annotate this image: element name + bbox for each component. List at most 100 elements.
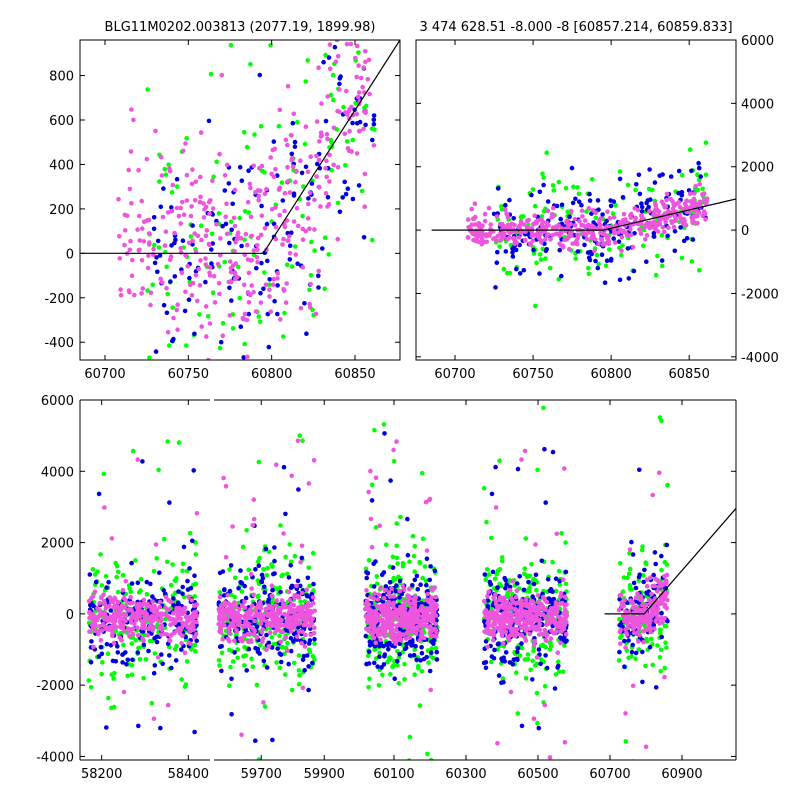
green-point (257, 319, 263, 325)
blue-point (257, 72, 263, 78)
green-point (310, 550, 316, 556)
pink-point (423, 499, 429, 505)
blue-point (180, 584, 185, 590)
blue-point (270, 587, 275, 593)
pink-point (619, 248, 624, 253)
pink-point (135, 632, 141, 638)
pink-point (390, 635, 395, 641)
green-point (297, 673, 302, 678)
blue-point (483, 639, 489, 644)
pink-point (388, 613, 393, 618)
pink-point (231, 215, 237, 221)
green-point (192, 594, 197, 599)
blue-point (316, 285, 321, 290)
green-point (627, 583, 633, 588)
green-point (428, 757, 434, 760)
pink-point (164, 613, 170, 618)
blue-point (246, 646, 252, 652)
top-left-points (80, 40, 400, 360)
green-point (229, 592, 234, 598)
blue-point (616, 239, 622, 244)
green-point (109, 705, 114, 711)
pink-point (531, 624, 537, 630)
pink-point (89, 622, 95, 627)
green-point (538, 257, 544, 262)
blue-point (209, 247, 214, 252)
pink-point (130, 631, 136, 637)
pink-point (347, 107, 352, 112)
green-point (179, 677, 184, 682)
pink-point (507, 603, 513, 609)
blue-point (155, 269, 160, 275)
pink-point (270, 282, 276, 288)
blue-point (287, 243, 293, 248)
blue-point (307, 638, 313, 643)
pink-point (523, 597, 529, 603)
blue-point (552, 686, 558, 691)
pink-point (258, 621, 264, 626)
green-point (114, 563, 120, 569)
pink-point (307, 305, 313, 310)
green-point (184, 136, 189, 141)
blue-point (659, 610, 664, 616)
blue-point (309, 181, 315, 186)
pink-point (611, 215, 617, 220)
pink-point (499, 631, 505, 637)
green-point (152, 651, 158, 656)
blue-point (404, 641, 409, 647)
green-point (323, 52, 328, 58)
green-point (99, 583, 105, 588)
green-point (374, 574, 380, 579)
pink-point (157, 599, 163, 605)
pink-point (219, 770, 224, 775)
pink-point (616, 230, 621, 235)
top-left-frame (79, 39, 401, 361)
pink-point (232, 609, 238, 615)
pink-point (124, 213, 130, 218)
blue-point (533, 572, 539, 578)
pink-point (178, 250, 184, 255)
pink-point (508, 595, 514, 601)
green-point (429, 646, 435, 651)
green-point (687, 147, 693, 152)
pink-point (285, 615, 291, 620)
blue-point (633, 650, 639, 656)
green-point (216, 211, 222, 216)
blue-point (546, 596, 552, 601)
pink-point (553, 600, 559, 605)
pink-point (217, 594, 223, 600)
blue-point (363, 633, 369, 639)
green-point (219, 650, 225, 656)
blue-point (232, 650, 237, 655)
green-point (133, 558, 138, 563)
pink-point (228, 259, 233, 264)
pink-point (255, 235, 261, 241)
pink-point (577, 218, 582, 224)
pink-point (580, 214, 585, 219)
green-point (282, 310, 287, 316)
pink-point (295, 438, 301, 444)
pink-point (151, 716, 157, 721)
pink-point (399, 621, 405, 627)
green-point (402, 677, 407, 682)
green-point (217, 663, 222, 668)
pink-point (395, 617, 401, 622)
pink-point (163, 594, 169, 600)
pink-point (178, 246, 183, 251)
green-point (163, 250, 168, 255)
pink-point (227, 612, 233, 617)
green-point (214, 159, 219, 165)
blue-point (586, 255, 592, 260)
green-point (625, 575, 630, 581)
blue-point (579, 202, 584, 208)
pink-point (465, 235, 471, 240)
pink-point (259, 617, 264, 622)
pink-point (271, 276, 277, 282)
blue-point (265, 258, 270, 264)
green-point (267, 282, 272, 288)
pink-point (250, 626, 256, 632)
green-point (193, 648, 198, 654)
green-point (420, 536, 426, 541)
pink-point (324, 174, 330, 180)
pink-point (533, 542, 538, 547)
